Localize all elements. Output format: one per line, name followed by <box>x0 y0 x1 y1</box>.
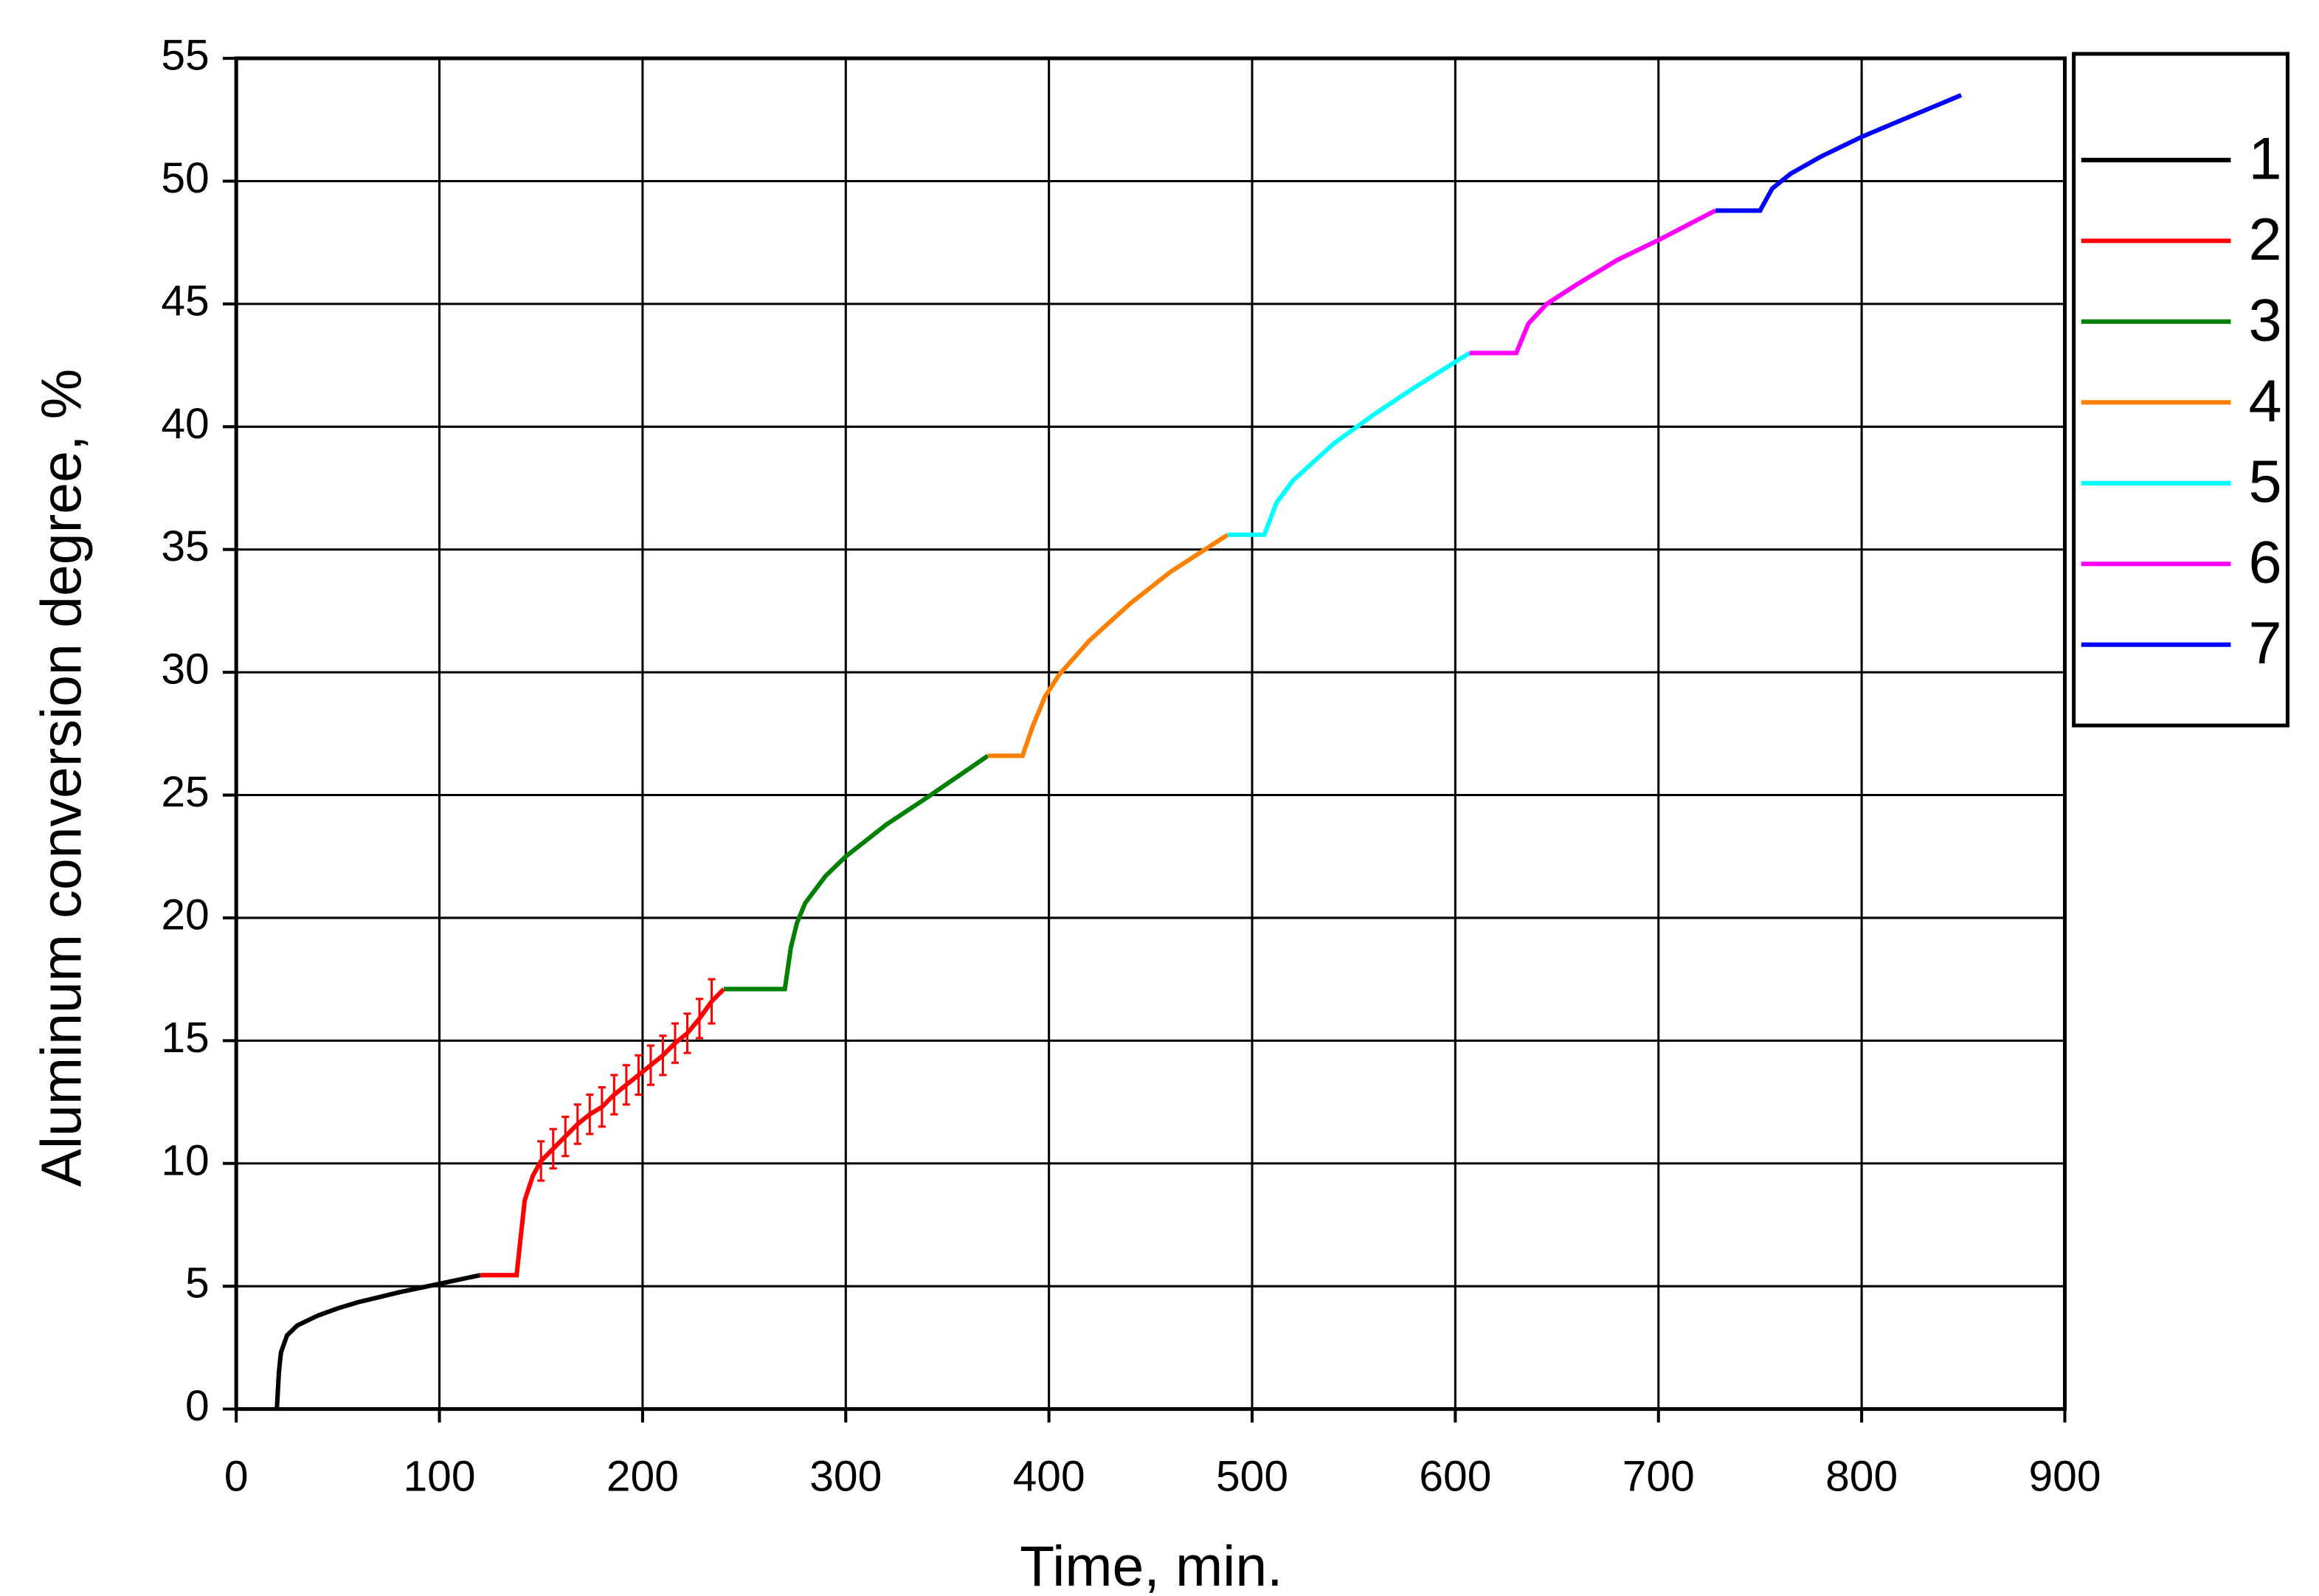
y-tick-label: 5 <box>185 1260 210 1307</box>
legend-label: 3 <box>2249 287 2282 353</box>
error-bar <box>671 1022 680 1064</box>
error-bar <box>635 1054 643 1096</box>
x-tick-label: 300 <box>809 1452 882 1500</box>
legend-label: 7 <box>2249 610 2282 677</box>
y-tick-label: 50 <box>161 154 209 202</box>
legend-label: 4 <box>2249 368 2282 435</box>
error-bar <box>561 1116 570 1158</box>
y-tick-label: 0 <box>185 1382 210 1430</box>
error-bar <box>598 1086 606 1128</box>
data-line <box>988 533 1229 759</box>
x-tick-label: 100 <box>404 1452 476 1500</box>
plot-frame <box>234 56 2067 1412</box>
error-bar <box>622 1064 630 1106</box>
y-tick-label: 10 <box>161 1136 209 1184</box>
data-line <box>274 1273 481 1409</box>
error-bar <box>610 1074 618 1116</box>
x-tick-label: 700 <box>1622 1452 1695 1500</box>
data-line <box>1469 208 1717 356</box>
error-bar <box>659 1034 667 1077</box>
y-tick-label: 45 <box>161 277 209 325</box>
legend-label: 6 <box>2249 530 2282 596</box>
error-bar <box>586 1094 594 1136</box>
y-tick-label: 20 <box>161 891 209 939</box>
y-tick-label: 30 <box>161 646 209 694</box>
y-tick-label: 15 <box>161 1014 209 1062</box>
y-tick-label: 40 <box>161 400 209 448</box>
error-bar <box>646 1044 654 1086</box>
error-bar <box>537 1140 545 1182</box>
legend-label: 5 <box>2249 449 2282 515</box>
error-bar <box>695 998 704 1040</box>
x-tick-label: 400 <box>1013 1452 1085 1500</box>
x-tick-label: 800 <box>1825 1452 1898 1500</box>
data-line <box>724 753 989 992</box>
x-tick-label: 0 <box>224 1452 249 1500</box>
x-tick-label: 200 <box>606 1452 679 1500</box>
legend-label: 1 <box>2249 125 2282 192</box>
x-tick-label: 600 <box>1419 1452 1491 1500</box>
error-bar <box>549 1127 557 1170</box>
error-bar <box>573 1103 581 1145</box>
y-tick-label: 25 <box>161 768 209 816</box>
error-bar <box>708 978 716 1025</box>
y-tick-label: 35 <box>161 522 209 570</box>
data-line <box>1715 93 1963 213</box>
x-axis-title: Time, min. <box>1020 1535 1282 1596</box>
y-tick-label: 55 <box>161 32 209 80</box>
x-tick-label: 900 <box>2028 1452 2101 1500</box>
x-tick-label: 500 <box>1216 1452 1288 1500</box>
y-axis-title: Aluminum conversion degree, % <box>30 369 94 1187</box>
data-line <box>1227 350 1471 537</box>
error-bar <box>683 1012 691 1054</box>
legend-label: 2 <box>2249 207 2282 273</box>
legend-box <box>2072 52 2289 728</box>
